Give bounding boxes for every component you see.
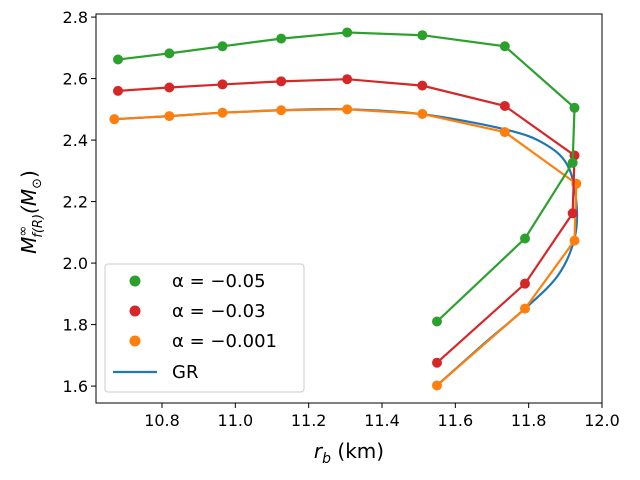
data-point: [499, 41, 510, 52]
x-tick-label: 11.4: [364, 411, 400, 430]
data-point: [164, 82, 175, 93]
legend-item: α = −0.05: [129, 271, 266, 292]
data-point: [113, 85, 123, 96]
data-point: [569, 102, 580, 113]
data-point: [276, 33, 287, 44]
data-point: [276, 76, 287, 87]
series-2: [109, 104, 582, 391]
data-point: [113, 54, 123, 65]
data-point: [217, 79, 228, 90]
legend-label: α = −0.001: [172, 331, 277, 352]
y-axis-label-sup: ∞: [16, 226, 31, 237]
x-axis-label-main: r: [314, 439, 324, 463]
series-layer: [109, 27, 582, 391]
data-point: [499, 100, 510, 111]
data-point: [417, 80, 428, 91]
data-point: [520, 303, 530, 314]
data-point: [164, 111, 175, 122]
series-1: [113, 74, 580, 368]
legend-marker: [129, 305, 141, 317]
legend-label: α = −0.03: [172, 301, 266, 322]
plot-frame: [95, 13, 603, 404]
data-point: [276, 105, 287, 116]
y-tick-label: 1.6: [63, 377, 88, 396]
legend-label: α = −0.05: [172, 271, 266, 292]
data-point: [342, 27, 353, 38]
x-axis-label-unit: (km): [331, 439, 384, 463]
x-tick-label: 11.0: [218, 411, 254, 430]
y-axis-label-sub: f(R): [31, 214, 46, 238]
x-tick-label: 11.6: [438, 411, 474, 430]
y-tick-label: 1.8: [63, 316, 88, 335]
data-point: [567, 208, 578, 219]
y-axis-label-unit-open: (M: [17, 189, 41, 214]
y-axis-label-unit-close: ): [17, 170, 41, 178]
data-point: [417, 30, 428, 41]
legend: α = −0.05 α = −0.03 α = −0.001 GR: [104, 263, 305, 393]
y-tick-label: 2.4: [63, 131, 88, 150]
data-point: [432, 380, 442, 391]
x-axis-label: rb (km): [314, 439, 384, 467]
data-point: [432, 316, 442, 327]
legend-box: [104, 263, 305, 393]
data-point: [109, 114, 120, 125]
y-tick-label: 2.8: [63, 8, 88, 27]
data-point: [217, 41, 228, 52]
legend-marker: [129, 275, 141, 287]
legend-item: GR: [113, 362, 198, 383]
x-axis-label-sub: b: [322, 451, 331, 467]
data-point: [569, 235, 580, 246]
data-point: [567, 157, 578, 168]
data-point: [164, 48, 175, 59]
x-tick-label: 10.8: [144, 411, 180, 430]
data-point: [432, 357, 442, 368]
data-point: [520, 278, 530, 289]
data-point: [499, 127, 510, 138]
data-point: [520, 233, 530, 244]
legend-item: α = −0.03: [129, 301, 266, 322]
y-axis-label-unit-sub: ⊙: [30, 178, 45, 189]
x-tick-label: 11.2: [291, 411, 327, 430]
data-point: [217, 107, 228, 118]
legend-items: α = −0.05 α = −0.03 α = −0.001 GR: [113, 271, 277, 383]
y-axis-label: M∞f(R)(M⊙): [16, 170, 46, 254]
legend-item: α = −0.001: [129, 331, 277, 352]
series-0: [113, 27, 580, 327]
y-tick-label: 2.6: [63, 70, 88, 89]
y-axis-label-main: M: [17, 237, 41, 254]
legend-label: GR: [172, 362, 198, 383]
data-point: [342, 74, 353, 85]
data-point: [417, 108, 428, 119]
legend-marker: [129, 335, 141, 347]
x-tick-label: 11.8: [511, 411, 547, 430]
ticks-layer: 10.8 11.0 11.2 11.4 11.6 11.8 12.0 1.6 1.8 2.0 2.2…: [63, 8, 620, 430]
x-tick-label: 12.0: [584, 411, 620, 430]
data-point: [342, 104, 353, 115]
y-tick-label: 2.2: [63, 193, 88, 212]
y-tick-label: 2.0: [63, 254, 88, 273]
